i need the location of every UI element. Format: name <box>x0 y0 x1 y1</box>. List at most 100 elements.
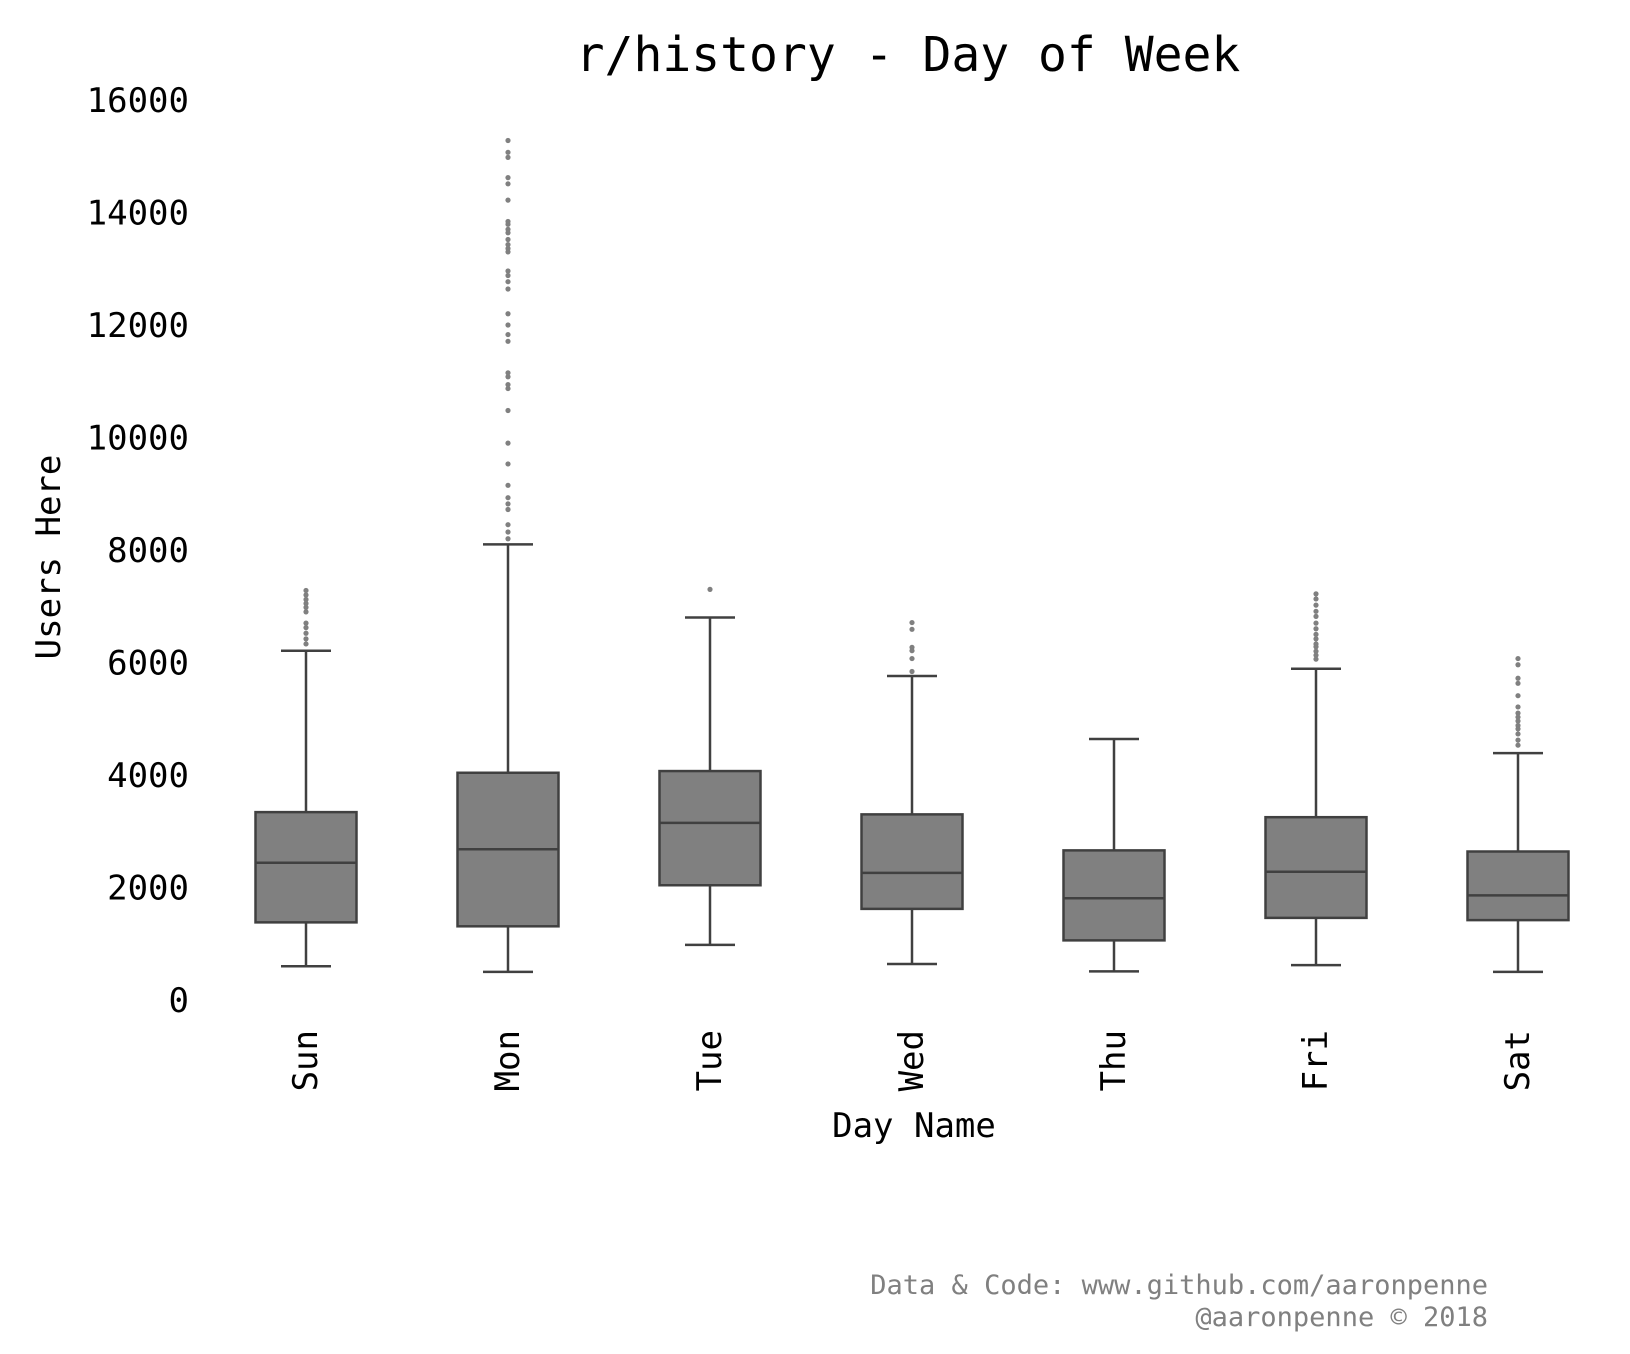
outlier-point <box>505 536 511 542</box>
iqr-box <box>1264 815 1368 920</box>
outlier-point <box>1313 620 1319 626</box>
outlier-point <box>505 522 511 528</box>
outlier-point <box>1515 718 1521 724</box>
outlier-point <box>505 370 511 376</box>
outlier-point <box>707 586 713 592</box>
outlier-point <box>505 461 511 467</box>
outlier-point <box>505 175 511 181</box>
outlier-point <box>505 331 511 338</box>
x-tick-label: Mon <box>488 1030 528 1091</box>
outlier-point <box>1313 641 1319 647</box>
outlier-point <box>505 241 511 248</box>
outlier-point <box>1313 608 1319 614</box>
outlier-point <box>1313 591 1319 597</box>
y-tick-label: 14000 <box>87 194 189 234</box>
box-sat <box>1466 655 1570 974</box>
outlier-point <box>1515 714 1521 720</box>
outlier-point <box>1313 652 1319 658</box>
outlier-point <box>909 668 915 675</box>
outlier-point <box>505 322 511 328</box>
outlier-point <box>1515 710 1521 716</box>
outlier-point <box>505 245 511 252</box>
outlier-point <box>303 600 309 607</box>
outlier-point <box>1313 613 1319 619</box>
outlier-point <box>1313 602 1319 608</box>
outlier-point <box>1515 731 1521 737</box>
outlier-point <box>505 506 511 513</box>
credit-line-2: @aaronpenne © 2018 <box>1195 1302 1488 1333</box>
iqr-box <box>1466 850 1570 922</box>
outlier-point <box>303 625 309 631</box>
outlier-point <box>505 385 511 392</box>
y-axis-ticks: 0 2000 4000 6000 8000 10000 12000 14000 16000 <box>87 81 189 1021</box>
outlier-point <box>909 655 915 662</box>
outlier-point <box>505 311 511 317</box>
x-tick-label: Sat <box>1498 1030 1538 1091</box>
outlier-point <box>505 268 511 274</box>
boxes-group <box>254 137 1570 974</box>
outlier-point <box>505 286 511 292</box>
outlier-point <box>909 619 915 626</box>
box-tue <box>658 586 762 947</box>
outlier-point <box>303 630 309 636</box>
box-fri <box>1264 591 1368 967</box>
outlier-point <box>505 529 511 535</box>
iqr-box <box>658 769 762 887</box>
y-tick-label: 16000 <box>87 81 189 121</box>
y-tick-label: 8000 <box>107 531 189 571</box>
outlier-point <box>505 279 511 285</box>
box-mon <box>456 137 560 974</box>
x-tick-label: Tue <box>690 1030 730 1091</box>
outlier-point <box>1515 675 1521 681</box>
y-tick-label: 6000 <box>107 644 189 684</box>
outlier-point <box>1313 596 1319 602</box>
outlier-point <box>303 604 309 610</box>
outlier-point <box>1313 648 1319 654</box>
outlier-point <box>1515 662 1521 668</box>
x-tick-label: Sun <box>286 1030 326 1091</box>
outlier-point <box>505 181 511 187</box>
outlier-point <box>505 197 511 203</box>
iqr-box <box>1062 849 1166 942</box>
y-tick-label: 2000 <box>107 869 189 909</box>
credit-line-1: Data & Code: www.github.com/aaronpenne <box>870 1270 1488 1301</box>
outlier-point <box>505 382 511 388</box>
outlier-point <box>303 596 309 603</box>
outlier-point <box>505 440 511 446</box>
outlier-point <box>505 495 511 501</box>
outlier-point <box>505 407 511 414</box>
outlier-point <box>505 137 511 144</box>
outlier-point <box>1515 693 1521 699</box>
outlier-point <box>1313 656 1319 662</box>
outlier-point <box>1313 631 1319 637</box>
outlier-point <box>1515 737 1521 743</box>
outlier-point <box>303 636 309 642</box>
outlier-point <box>505 374 511 380</box>
outlier-point <box>505 338 511 344</box>
outlier-point <box>1515 680 1521 686</box>
x-tick-label: Fri <box>1296 1030 1336 1091</box>
y-tick-label: 10000 <box>87 419 189 459</box>
outlier-point <box>303 641 309 647</box>
y-tick-label: 12000 <box>87 306 189 346</box>
box-wed <box>860 619 964 966</box>
iqr-box <box>860 813 964 911</box>
outlier-point <box>909 626 915 632</box>
y-axis-label: Users Here <box>29 455 69 660</box>
outlier-point <box>1313 636 1319 642</box>
outlier-point <box>505 482 511 488</box>
outlier-point <box>505 154 511 160</box>
x-axis-ticks: Sun Mon Tue Wed Thu Fri Sat <box>286 1030 1538 1091</box>
chart-title: r/history - Day of Week <box>576 27 1241 83</box>
outlier-point <box>1515 722 1521 729</box>
y-tick-label: 0 <box>169 981 189 1021</box>
x-tick-label: Wed <box>892 1030 932 1091</box>
box-thu <box>1062 737 1166 973</box>
outlier-point <box>303 609 309 615</box>
outlier-point <box>1313 626 1319 632</box>
outlier-point <box>1515 742 1521 748</box>
box-sun <box>254 587 358 968</box>
outlier-point <box>505 236 511 243</box>
x-axis-label: Day Name <box>832 1106 996 1146</box>
